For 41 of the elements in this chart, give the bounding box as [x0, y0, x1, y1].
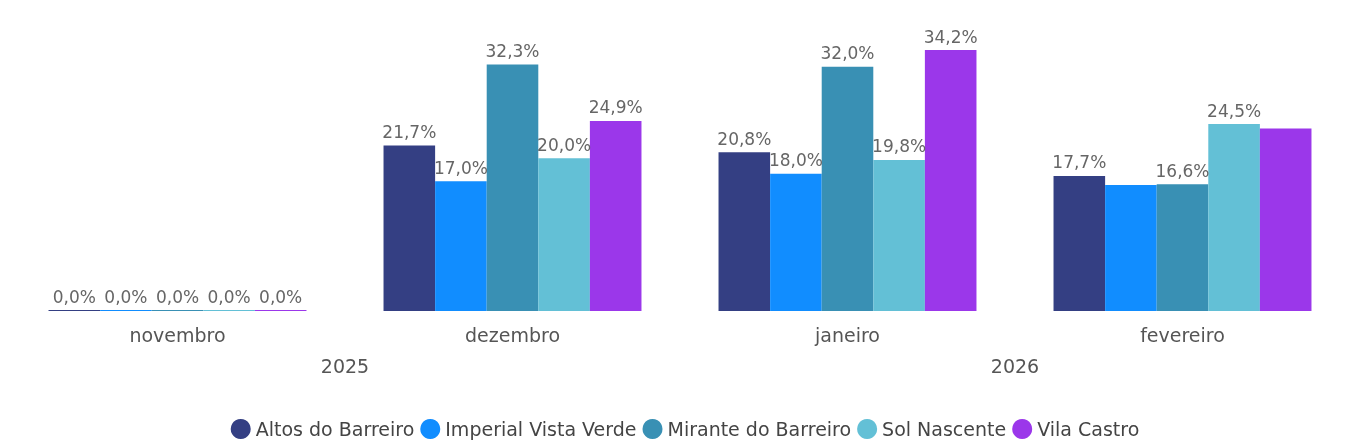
- data-label: 0,0%: [155, 286, 200, 307]
- bar: [589, 120, 642, 311]
- x-tick-label: fevereiro: [1140, 323, 1225, 346]
- data-label: 32,3%: [485, 41, 540, 61]
- text: 2025: [320, 354, 370, 377]
- data-label: 17,0%: [433, 157, 488, 178]
- bar: [821, 66, 874, 311]
- legend-label: Mirante do Barreiro: [667, 418, 852, 440]
- legend-label: Sol Nascente: [882, 418, 1007, 440]
- bar: [383, 145, 436, 311]
- bar: [873, 159, 925, 311]
- bar: [1156, 184, 1209, 311]
- bar: [1208, 124, 1260, 311]
- data-label: 34,2%: [923, 26, 978, 47]
- x-tick-label: dezembro: [465, 323, 560, 346]
- bar: [486, 64, 539, 311]
- legend-label: Vila Castro: [1037, 418, 1140, 440]
- bar: [718, 152, 771, 311]
- bar: [770, 173, 822, 311]
- data-label: 18,0%: [768, 150, 823, 171]
- bar: [1259, 128, 1312, 311]
- bar: [1105, 185, 1157, 311]
- data-label: 24,5%: [1207, 100, 1262, 121]
- data-label: 0,0%: [52, 286, 96, 307]
- data-label: 21,7%: [382, 121, 437, 142]
- data-label: 32,0%: [820, 43, 875, 64]
- bar: [1053, 175, 1106, 311]
- data-label: 0,0%: [104, 286, 148, 307]
- x-tick-label: novembro: [129, 323, 226, 346]
- data-label: 17,7%: [1052, 152, 1107, 173]
- legend-label: Altos do Barreiro: [255, 418, 415, 440]
- bar: [435, 181, 487, 311]
- bar: [538, 158, 590, 311]
- data-label: 0,0%: [207, 286, 251, 307]
- legend-label: Imperial Vista Verde: [445, 418, 637, 440]
- data-label: 0,0%: [259, 286, 303, 307]
- data-label: 24,9%: [588, 97, 643, 118]
- x-tick-label: janeiro: [814, 323, 880, 346]
- bar: [924, 50, 977, 311]
- data-label: 20,8%: [717, 128, 772, 149]
- text: 2026: [990, 354, 1040, 377]
